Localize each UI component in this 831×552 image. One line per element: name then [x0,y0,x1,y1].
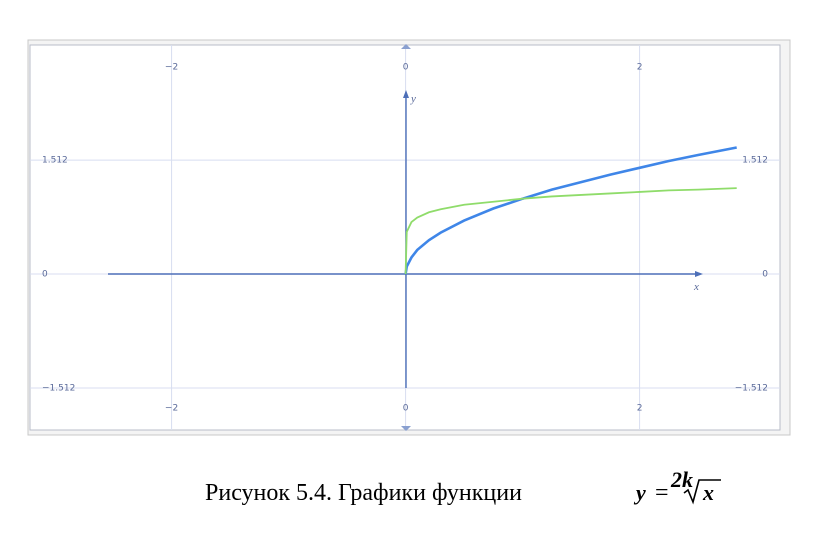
x-tick-label: 2 [637,63,643,73]
y-tick-label: 1.512 [42,156,68,166]
series-line [404,187,737,275]
x-tick-label: −2 [165,404,178,414]
formula-lhs: y [633,480,646,505]
y-tick-label: −1.512 [42,383,75,393]
formula-eq: = [655,480,669,506]
y-arrow [403,90,409,98]
caption: Рисунок 5.4. Графики функции [205,480,522,506]
x-tick-label: 2 [637,404,643,414]
x-tick-label: −2 [165,63,178,73]
formula-radicand: x [702,480,714,505]
y-tick-label: 1.512 [742,156,768,166]
y-axis-label: y [410,93,416,105]
y-tick-label: −1.512 [735,383,768,393]
y-tick-label: 0 [762,270,768,280]
radical-sign [683,479,721,505]
x-axis-label: x [693,281,699,293]
formula-index: 2k [670,467,693,492]
x-tick-label: 0 [403,404,409,414]
x-tick-label: 0 [403,63,409,73]
plot-area [29,44,781,431]
x-arrow [695,271,703,277]
series-line [404,146,737,275]
y-tick-label: 0 [42,270,48,280]
